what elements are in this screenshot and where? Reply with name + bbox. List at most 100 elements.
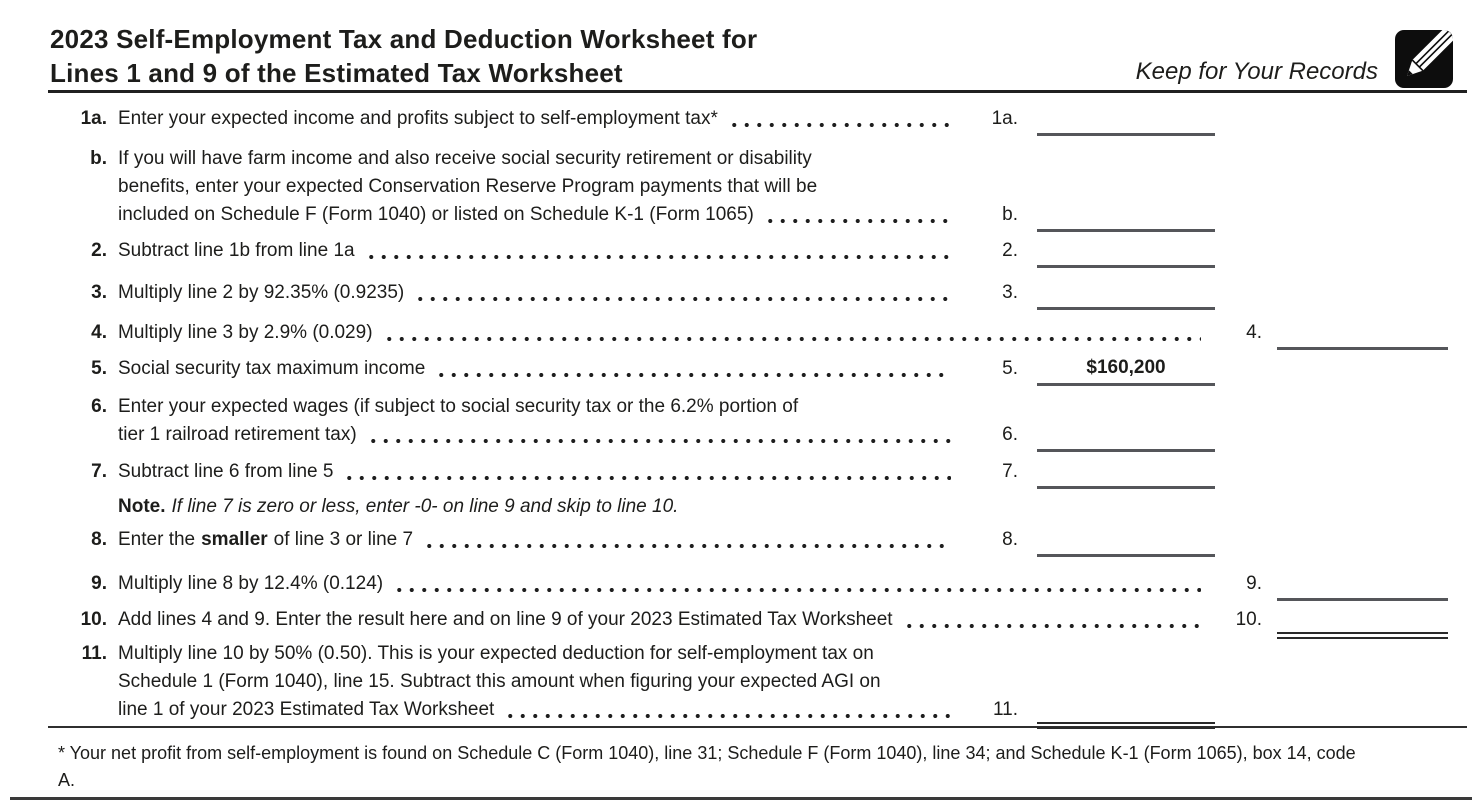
worksheet-row-1b: benefits, enter your expected Conservati…: [55, 173, 1482, 201]
worksheet-row-7: 7. Subtract line 6 from line 5 7.: [55, 458, 1482, 489]
pencil-icon: [1395, 30, 1453, 88]
worksheet-row-1b: included on Schedule F (Form 1040) or li…: [55, 201, 1482, 232]
footnote-rule: [48, 726, 1467, 728]
keep-for-records-label: Keep for Your Records: [1135, 58, 1378, 85]
dot-leader: [343, 475, 951, 481]
entry-label-1a: 1a.: [991, 108, 1018, 129]
entry-label-2: 2.: [1002, 240, 1018, 261]
line-number-8: 8.: [91, 529, 107, 550]
line-number-2: 2.: [91, 240, 107, 261]
line-text-5: Social security tax maximum income: [118, 358, 426, 379]
entry-label-6: 6.: [1002, 424, 1018, 445]
worksheet-row-2: 2. Subtract line 1b from line 1a 2.: [55, 237, 1482, 268]
worksheet-row-10: 10. Add lines 4 and 9. Enter the result …: [55, 606, 1482, 639]
line-text-7: Subtract line 6 from line 5: [118, 461, 334, 482]
entry-label-9: 9.: [1246, 573, 1262, 594]
entry-label-5: 5.: [1002, 358, 1018, 379]
dot-leader: [763, 218, 951, 224]
line-text-1b-2: benefits, enter your expected Conservati…: [118, 176, 818, 197]
worksheet-row-3: 3. Multiply line 2 by 92.35% (0.9235) 3.: [55, 279, 1482, 310]
worksheet-row-4: 4. Multiply line 3 by 2.9% (0.029) 4.: [55, 319, 1482, 350]
line-number-4: 4.: [91, 322, 107, 343]
dot-leader: [727, 122, 951, 128]
entry-line-3[interactable]: [1037, 284, 1215, 310]
dot-leader: [902, 623, 1201, 629]
line-number-7: 7.: [91, 461, 107, 482]
dot-leader: [423, 543, 951, 549]
line-text-8-bold: smaller: [201, 529, 268, 550]
entry-line-7[interactable]: [1037, 463, 1215, 489]
note-label: Note.: [118, 496, 166, 517]
dot-leader: [366, 438, 951, 444]
line-text-8-pre: Enter the: [118, 529, 196, 550]
page-title: 2023 Self-Employment Tax and Deduction W…: [50, 22, 757, 90]
entry-label-1b: b.: [1002, 204, 1018, 225]
dot-leader: [504, 713, 951, 719]
line-text-6-2: tier 1 railroad retirement tax): [118, 424, 357, 445]
worksheet-row-1b: b. If you will have farm income and also…: [55, 145, 1482, 173]
entry-label-11: 11.: [992, 699, 1018, 720]
worksheet-body: 1a. Enter your expected income and profi…: [0, 93, 1482, 729]
entry-label-7: 7.: [1002, 461, 1018, 482]
entry-line-1b[interactable]: [1037, 206, 1215, 232]
line-number-10: 10.: [80, 609, 107, 630]
worksheet-row-8: 8. Enter the smaller of line 3 or line 7…: [55, 526, 1482, 557]
worksheet-note-row: Note. If line 7 is zero or less, enter -…: [55, 493, 1482, 521]
line-text-8-post: of line 3 or line 7: [273, 529, 414, 550]
line-number-6: 6.: [91, 396, 107, 417]
line-text-2: Subtract line 1b from line 1a: [118, 240, 355, 261]
line-text-1a: Enter your expected income and profits s…: [118, 108, 718, 129]
entry-line-11[interactable]: [1037, 703, 1215, 729]
line-text-10: Add lines 4 and 9. Enter the result here…: [118, 609, 893, 630]
footnote-line2: A.: [58, 770, 76, 790]
entry-line-1a[interactable]: [1037, 110, 1215, 136]
line-text-11-1: Multiply line 10 by 50% (0.50). This is …: [118, 643, 874, 664]
dot-leader: [414, 296, 951, 302]
line-number-1b: b.: [90, 148, 107, 169]
worksheet-row-11: line 1 of your 2023 Estimated Tax Worksh…: [55, 696, 1482, 729]
entry-label-10: 10.: [1235, 609, 1262, 630]
line-text-1b-3: included on Schedule F (Form 1040) or li…: [118, 204, 754, 225]
page-title-line1: 2023 Self-Employment Tax and Deduction W…: [50, 24, 758, 54]
worksheet-row-6: 6. Enter your expected wages (if subject…: [55, 393, 1482, 421]
worksheet-row-5: 5. Social security tax maximum income 5.…: [55, 355, 1482, 386]
dot-leader: [382, 336, 1201, 342]
line-text-3: Multiply line 2 by 92.35% (0.9235): [118, 282, 405, 303]
page-title-line2: Lines 1 and 9 of the Estimated Tax Works…: [50, 58, 623, 88]
dot-leader: [435, 372, 951, 378]
entry-line-8[interactable]: [1037, 531, 1215, 557]
note-text: If line 7 is zero or less, enter -0- on …: [171, 496, 679, 517]
line-text-9: Multiply line 8 by 12.4% (0.124): [118, 573, 384, 594]
dot-leader: [364, 254, 951, 260]
line-text-4: Multiply line 3 by 2.9% (0.029): [118, 322, 373, 343]
line-number-5: 5.: [91, 358, 107, 379]
footnote: * Your net profit from self-employment i…: [0, 728, 1482, 794]
entry-line-2[interactable]: [1037, 242, 1215, 268]
line-number-3: 3.: [91, 282, 107, 303]
entry-line-9[interactable]: [1277, 575, 1448, 601]
line-text-11-2: Schedule 1 (Form 1040), line 15. Subtrac…: [118, 671, 881, 692]
worksheet-row-1a: 1a. Enter your expected income and profi…: [55, 105, 1482, 136]
entry-label-8: 8.: [1002, 529, 1018, 550]
line-text-6-1: Enter your expected wages (if subject to…: [118, 396, 799, 417]
line-text-1b-1: If you will have farm income and also re…: [118, 148, 812, 169]
worksheet-row-6: tier 1 railroad retirement tax) 6.: [55, 421, 1482, 452]
entry-line-5-value[interactable]: $160,200: [1037, 357, 1215, 386]
worksheet-row-11: 11. Multiply line 10 by 50% (0.50). This…: [55, 640, 1482, 668]
footnote-line1: * Your net profit from self-employment i…: [58, 743, 1356, 763]
entry-line-6[interactable]: [1037, 426, 1215, 452]
entry-label-3: 3.: [1002, 282, 1018, 303]
worksheet-row-9: 9. Multiply line 8 by 12.4% (0.124) 9.: [55, 570, 1482, 601]
line-number-1a: 1a.: [80, 108, 107, 129]
entry-line-4[interactable]: [1277, 324, 1448, 350]
line-number-11: 11.: [81, 643, 107, 664]
line-text-11-3: line 1 of your 2023 Estimated Tax Worksh…: [118, 699, 495, 720]
line-number-9: 9.: [91, 573, 107, 594]
worksheet-header: 2023 Self-Employment Tax and Deduction W…: [0, 0, 1482, 90]
worksheet-row-11: Schedule 1 (Form 1040), line 15. Subtrac…: [55, 668, 1482, 696]
entry-line-10[interactable]: [1277, 613, 1448, 639]
dot-leader: [393, 587, 1201, 593]
header-rule: [48, 90, 1467, 93]
bottom-rule: [10, 797, 1472, 800]
entry-label-4: 4.: [1246, 322, 1262, 343]
